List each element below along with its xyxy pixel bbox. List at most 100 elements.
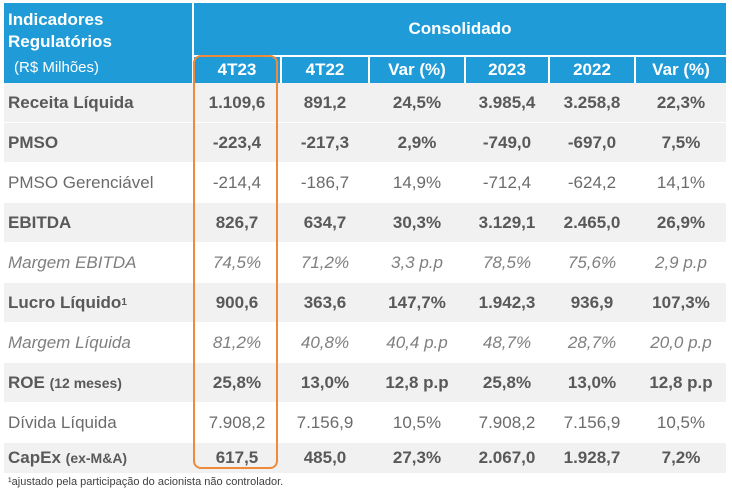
cell-4t23: 617,5	[215, 448, 259, 467]
cell-2023: 3.985,4	[478, 92, 536, 112]
cell-var-year: 10,5%	[656, 412, 706, 432]
row-label: CapEx (ex-M&A)	[4, 443, 192, 473]
cell-2023: 25,8%	[482, 372, 532, 392]
column-separator	[464, 57, 466, 83]
table-row: Lucro Líquido 1 900,6 363,6 147,7% 1.942,…	[4, 283, 726, 323]
cell-4t22: 7.156,9	[296, 412, 354, 432]
cell-4t22: 363,6	[303, 292, 347, 312]
header-title-line1: Indicadores	[8, 10, 104, 29]
row-label: EBITDA	[8, 212, 72, 232]
column-header-4t23: 4T23	[217, 60, 257, 79]
row-label-text: CapEx	[8, 448, 61, 467]
cell-4t22: -217,3	[300, 132, 350, 152]
row-label: Receita Líquida	[8, 92, 134, 112]
cell-4t23: 1.109,6	[208, 92, 266, 112]
cell-var-year: 20,0 p.p	[650, 332, 712, 352]
cell-4t22: 485,0	[303, 448, 347, 467]
table-header: Indicadores Regulatórios (R$ Milhões) Co…	[4, 3, 726, 83]
table-row: Margem Líquida 81,2% 40,8% 40,4 p.p 48,7…	[4, 323, 726, 363]
cell-4t23: -223,4	[212, 132, 262, 152]
cell-4t23: 81,2%	[212, 332, 262, 352]
row-label-text: Lucro Líquido	[8, 292, 122, 312]
cell-2023: 2.067,0	[478, 448, 536, 467]
table-row: ROE (12 meses) 25,8% 13,0% 12,8 p.p 25,8…	[4, 363, 726, 403]
cell-2022: 3.258,8	[563, 92, 621, 112]
cell-2023: 7.908,2	[478, 412, 536, 432]
header-group-label: Consolidado	[408, 19, 512, 38]
cell-2022: 13,0%	[567, 372, 617, 392]
cell-var-quarter: 30,3%	[392, 212, 442, 232]
cell-var-year: 7,5%	[661, 132, 701, 152]
cell-4t22: -186,7	[300, 172, 350, 192]
row-label: Margem Líquida	[8, 332, 131, 352]
cell-var-quarter: 10,5%	[392, 412, 442, 432]
row-label: PMSO	[8, 132, 59, 152]
cell-var-quarter: 2,9%	[397, 132, 437, 152]
cell-var-year: 14,1%	[656, 172, 706, 192]
column-separator	[548, 57, 550, 83]
cell-4t23: 25,8%	[212, 372, 262, 392]
footnote: ¹ajustado pela participação do acionista…	[8, 476, 284, 488]
cell-2023: -712,4	[482, 172, 532, 192]
cell-4t22: 634,7	[303, 212, 347, 232]
cell-var-quarter: 3,3 p.p	[391, 252, 443, 272]
column-header-4t22: 4T22	[305, 60, 345, 79]
cell-2022: -697,0	[567, 132, 617, 152]
table-row: EBITDA 826,7 634,7 30,3% 3.129,1 2.465,0…	[4, 203, 726, 243]
cell-2023: 1.942,3	[478, 292, 536, 312]
row-label-qualifier: (ex-M&A)	[65, 450, 128, 466]
column-header-var-year: Var (%)	[652, 60, 710, 79]
cell-2022: 75,6%	[567, 252, 617, 272]
column-separator	[634, 57, 636, 83]
column-header-2023: 2023	[488, 60, 526, 79]
cell-2023: 78,5%	[482, 252, 532, 272]
table-row: CapEx (ex-M&A) 617,5 485,0 27,3% 2.067,0…	[4, 443, 726, 474]
cell-4t23: 74,5%	[212, 252, 262, 272]
cell-2022: 7.156,9	[563, 412, 621, 432]
header-title: Indicadores Regulatórios	[8, 9, 112, 53]
column-header-var-quarter: Var (%)	[388, 60, 446, 79]
row-label: Dívida Líquida	[8, 412, 117, 432]
cell-2023: 48,7%	[482, 332, 532, 352]
cell-var-year: 2,9 p.p	[655, 252, 707, 272]
header-unit: (R$ Milhões)	[14, 59, 100, 76]
column-separator	[280, 57, 282, 83]
cell-4t23: 900,6	[215, 292, 259, 312]
cell-4t23: 826,7	[215, 212, 259, 232]
cell-4t22: 40,8%	[300, 332, 350, 352]
row-label: ROE (12 meses)	[4, 363, 192, 402]
table-row: Margem EBITDA 74,5% 71,2% 3,3 p.p 78,5% …	[4, 243, 726, 283]
table-row: PMSO -223,4 -217,3 2,9% -749,0 -697,0 7,…	[4, 123, 726, 163]
column-header-2022: 2022	[573, 60, 611, 79]
column-separator	[368, 57, 370, 83]
row-label: Lucro Líquido 1	[8, 292, 127, 312]
cell-2022: 936,9	[570, 292, 614, 312]
row-label-text: ROE	[8, 372, 45, 392]
cell-var-quarter: 147,7%	[388, 292, 446, 312]
row-label: PMSO Gerenciável	[8, 172, 154, 192]
cell-2023: -749,0	[482, 132, 532, 152]
cell-2022: 28,7%	[567, 332, 617, 352]
header-title-line2: Regulatórios	[8, 32, 112, 51]
cell-2022: 2.465,0	[563, 212, 621, 232]
cell-var-year: 22,3%	[656, 92, 706, 112]
cell-2022: -624,2	[567, 172, 617, 192]
cell-4t22: 71,2%	[300, 252, 350, 272]
table-row: PMSO Gerenciável -214,4 -186,7 14,9% -71…	[4, 163, 726, 203]
cell-var-year: 26,9%	[656, 212, 706, 232]
cell-var-year: 12,8 p.p	[649, 372, 713, 392]
cell-var-quarter: 40,4 p.p	[386, 332, 448, 352]
header-group-line	[194, 55, 726, 57]
cell-var-quarter: 27,3%	[392, 448, 442, 467]
cell-4t23: -214,4	[212, 172, 262, 192]
cell-4t23: 7.908,2	[208, 412, 266, 432]
cell-var-quarter: 12,8 p.p	[385, 372, 449, 392]
cell-var-quarter: 14,9%	[392, 172, 442, 192]
table-row: Receita Líquida 1.109,6 891,2 24,5% 3.98…	[4, 83, 726, 123]
cell-var-quarter: 24,5%	[392, 92, 442, 112]
row-label: Margem EBITDA	[8, 252, 137, 272]
cell-2022: 1.928,7	[563, 448, 621, 467]
row-label-qualifier: (12 meses)	[49, 374, 122, 391]
cell-var-year: 107,3%	[652, 292, 710, 312]
cell-2023: 3.129,1	[478, 212, 536, 232]
